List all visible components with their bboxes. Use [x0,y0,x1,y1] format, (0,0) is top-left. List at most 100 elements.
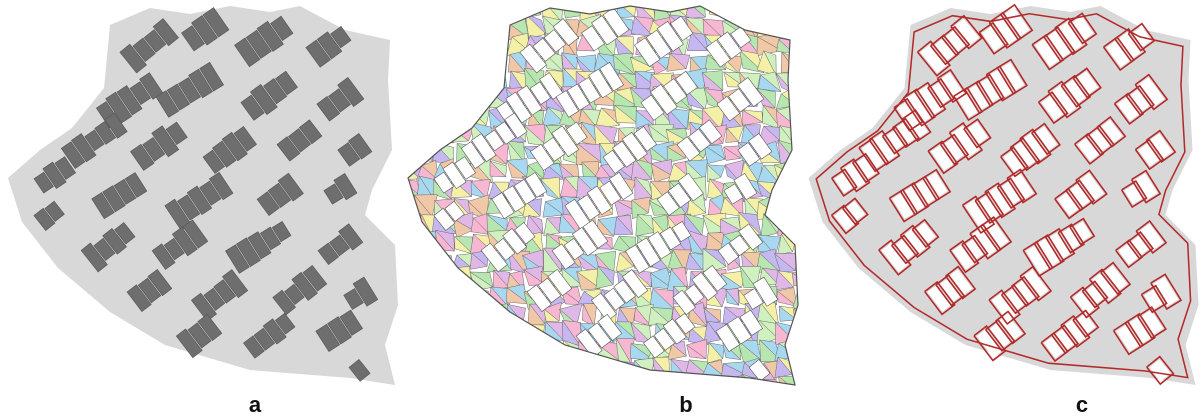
mesh-triangle [615,360,635,378]
building-footprint [587,322,612,349]
mesh-triangle [453,50,469,75]
mesh-triangle [756,19,781,38]
building-footprint [566,83,591,111]
mesh-triangle [582,374,599,385]
building-footprint [1044,335,1065,359]
building-footprint [60,141,86,169]
mesh-triangle [469,6,491,21]
building-footprint [716,95,741,122]
mesh-triangle [408,357,421,379]
mesh-triangle [524,379,545,385]
building-footprint [861,141,886,169]
mesh-triangle [773,20,798,39]
mesh-triangle [559,108,580,128]
building-footprint [698,119,723,145]
building-footprint [944,29,967,53]
mesh-triangle [451,320,472,342]
skeleton-segment [1134,73,1169,111]
building-footprint [494,121,517,145]
mesh-triangle [757,74,782,93]
building-footprint [1004,288,1026,311]
skeleton-segment [1072,309,1100,338]
building-footprint [1139,223,1164,251]
building-footprint [1022,269,1049,298]
mesh-triangle [455,357,472,382]
mesh-triangle [486,326,507,342]
skeleton-segment [948,121,984,161]
mesh-triangle [414,268,441,288]
building-footprint [256,20,284,52]
building-footprint [166,83,191,111]
building-footprint [930,144,955,171]
building-footprint [317,242,340,265]
mesh-triangle [473,397,490,400]
building-footprint [599,61,625,92]
building-footprint [670,15,694,42]
mesh-triangle [467,286,489,304]
building-footprint [702,265,728,292]
mesh-triangle [408,319,423,347]
mesh-triangle [708,376,725,385]
building-footprint [442,161,467,190]
mesh-triangle [434,14,453,34]
building-footprint [537,277,562,304]
mesh-triangle [756,50,777,76]
building-footprint [671,221,692,243]
mesh-triangle [414,342,435,361]
building-footprint [952,243,976,270]
mesh-triangle [413,359,440,380]
mesh-triangle [408,19,416,34]
mesh-triangle [612,54,636,75]
building-footprint [543,29,567,53]
mesh-triangle [408,85,418,108]
building-footprint [132,37,156,62]
mesh-triangle [435,52,456,73]
mesh-triangle [595,393,619,400]
building-footprint [1134,173,1158,200]
building-footprint [337,77,365,108]
mesh-triangle [408,288,423,309]
mesh-triangle [593,380,618,385]
building-footprint [471,133,497,163]
skeleton-segment [1006,168,1038,204]
skeleton-segment [881,126,909,155]
skeleton-segment [1069,217,1096,246]
building-footprint [91,192,115,220]
skeleton-segment [913,81,947,120]
mesh-triangle [547,374,564,385]
mesh-triangle [558,361,585,383]
building-footprint [513,178,537,205]
skeleton-segment [939,133,970,166]
skeleton-segment [961,195,996,235]
building-footprint [186,185,213,216]
building-footprint [748,359,771,382]
skeleton-segment [899,224,931,259]
building-footprint [578,77,601,104]
building-footprint [256,191,280,216]
mesh-triangle [792,181,798,201]
building-footprint [502,185,526,213]
mesh-triangle [408,230,419,257]
mesh-triangle [467,33,491,58]
mesh-triangle [485,6,511,17]
building-footprint [729,234,751,257]
mesh-triangle [418,252,438,267]
building-footprint [1000,181,1022,206]
building-footprint [1035,37,1061,67]
building-footprint [84,129,105,152]
mesh-triangle [633,306,652,327]
building-footprint [988,322,1012,348]
mesh-triangle [740,266,757,289]
building-footprint [291,271,318,301]
building-footprint [1050,84,1078,115]
mesh-triangle [778,305,798,322]
mesh-triangle [581,302,595,328]
mesh-triangle [470,322,490,347]
mesh-triangle [542,201,565,218]
mesh-triangle [450,304,471,325]
mesh-triangle [725,127,739,143]
mesh-triangle [453,287,469,305]
mesh-triangle [507,399,525,400]
skeleton-segment [1150,273,1183,311]
mesh-triangle [637,392,656,400]
